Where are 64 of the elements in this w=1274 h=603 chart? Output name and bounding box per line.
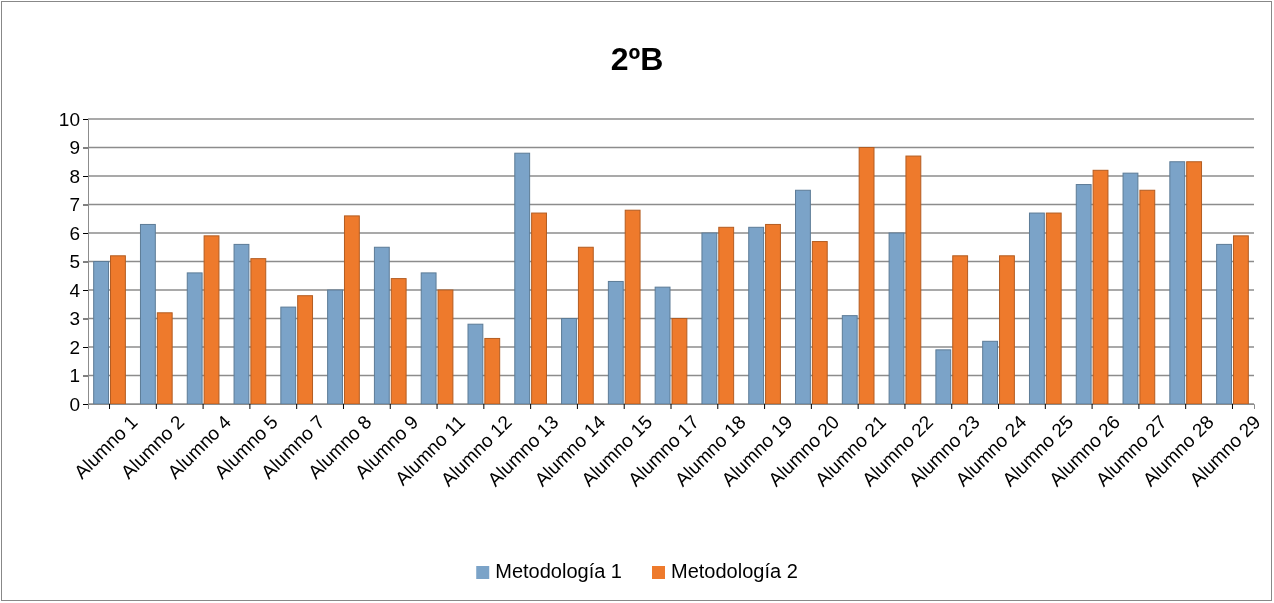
bar <box>297 295 314 405</box>
bar <box>390 278 407 405</box>
bar <box>624 209 641 405</box>
bar <box>1216 243 1232 405</box>
bar <box>233 243 250 405</box>
bar <box>811 241 828 405</box>
bar <box>654 286 671 405</box>
bar <box>186 272 203 405</box>
bar <box>561 318 577 405</box>
y-tick-label: 2 <box>69 336 80 358</box>
y-tick-label: 0 <box>69 393 80 415</box>
bar <box>748 226 765 405</box>
bar <box>93 261 110 405</box>
bar <box>1169 161 1186 405</box>
y-tick-label: 10 <box>58 108 80 130</box>
bar <box>250 258 267 405</box>
bar <box>343 215 360 405</box>
bar <box>531 212 547 405</box>
y-tick-label: 3 <box>69 308 80 330</box>
bar <box>765 223 781 405</box>
bar <box>982 340 999 405</box>
bar <box>671 318 688 405</box>
bar <box>718 226 735 405</box>
bar <box>952 255 969 405</box>
bar <box>795 189 811 405</box>
bar <box>1186 161 1203 405</box>
bar <box>905 155 922 405</box>
bar <box>467 323 484 405</box>
bar <box>280 306 297 405</box>
y-tick-label: 1 <box>69 365 80 387</box>
bar <box>1045 212 1062 405</box>
bar <box>110 255 126 405</box>
y-tick-label: 4 <box>69 279 81 301</box>
legend-label: Metodología 2 <box>671 560 798 582</box>
bar <box>577 246 594 405</box>
bar <box>888 232 905 405</box>
y-tick-label: 6 <box>69 222 80 244</box>
bar <box>139 223 156 405</box>
bar <box>1092 169 1109 405</box>
y-tick-label: 8 <box>69 165 80 187</box>
bar <box>858 147 875 405</box>
y-tick-label: 5 <box>69 251 80 273</box>
bar <box>156 312 173 405</box>
bar <box>701 232 718 405</box>
y-tick-label: 9 <box>69 137 80 159</box>
bar <box>1122 172 1139 405</box>
bar <box>841 315 858 405</box>
y-tick-label: 7 <box>69 194 80 216</box>
bar <box>514 152 531 405</box>
bar <box>1028 212 1045 405</box>
bar <box>203 235 220 405</box>
bar <box>373 246 390 405</box>
bar <box>999 255 1015 405</box>
bar <box>1139 189 1156 405</box>
bar <box>1075 184 1092 405</box>
bar <box>327 289 343 405</box>
bar <box>420 272 437 405</box>
bar <box>935 349 952 405</box>
bar <box>607 280 624 405</box>
bar <box>1232 235 1249 405</box>
bar <box>484 337 501 405</box>
legend-label: Metodología 1 <box>495 560 622 582</box>
chart-title: 2ºB <box>610 41 664 77</box>
bar <box>437 289 454 405</box>
